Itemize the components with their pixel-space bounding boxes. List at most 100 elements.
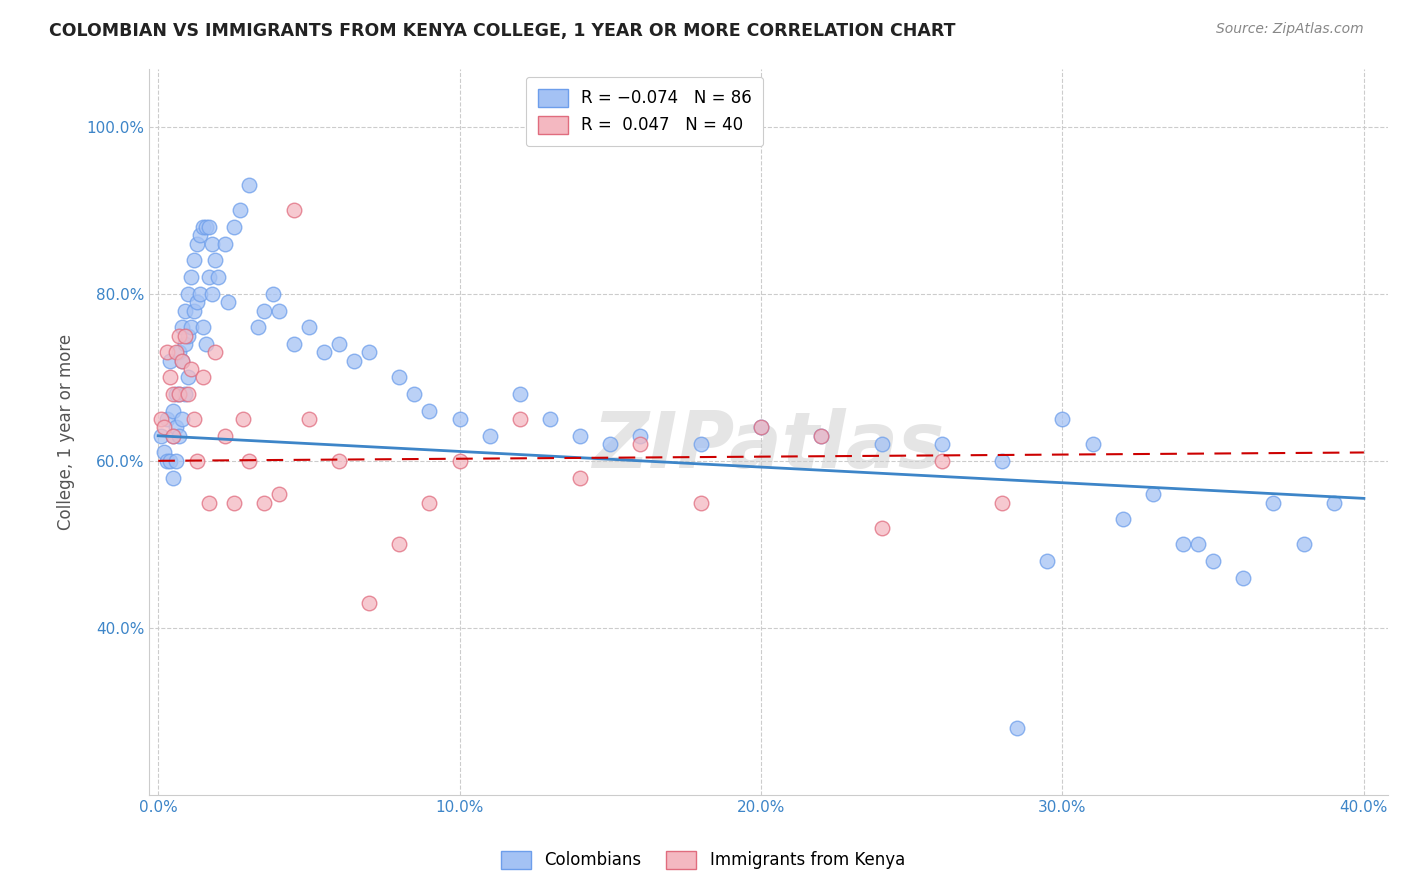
Point — [359, 345, 381, 359]
Point — [165, 387, 187, 401]
Point — [198, 220, 221, 235]
Point — [991, 454, 1014, 468]
Point — [262, 286, 284, 301]
Point — [159, 370, 181, 384]
Point — [180, 320, 202, 334]
Point — [253, 495, 276, 509]
Point — [569, 470, 592, 484]
Point — [1081, 437, 1104, 451]
Point — [169, 328, 191, 343]
Point — [156, 345, 179, 359]
Point — [298, 412, 321, 426]
Point — [186, 454, 208, 468]
Point — [183, 253, 205, 268]
Point — [449, 454, 471, 468]
Point — [388, 537, 411, 551]
Point — [198, 270, 221, 285]
Point — [172, 320, 194, 334]
Point — [207, 270, 229, 285]
Point — [165, 345, 187, 359]
Point — [509, 412, 531, 426]
Point — [169, 387, 191, 401]
Point — [180, 270, 202, 285]
Point — [174, 328, 197, 343]
Point — [538, 412, 561, 426]
Point — [267, 303, 290, 318]
Point — [222, 495, 245, 509]
Point — [169, 429, 191, 443]
Point — [449, 412, 471, 426]
Point — [195, 220, 218, 235]
Point — [177, 370, 200, 384]
Point — [214, 429, 236, 443]
Point — [1112, 512, 1135, 526]
Point — [222, 220, 245, 235]
Legend: Colombians, Immigrants from Kenya: Colombians, Immigrants from Kenya — [491, 840, 915, 880]
Point — [177, 286, 200, 301]
Point — [150, 412, 173, 426]
Point — [193, 370, 215, 384]
Point — [1292, 537, 1315, 551]
Point — [870, 437, 893, 451]
Point — [198, 495, 221, 509]
Point — [162, 403, 184, 417]
Point — [404, 387, 426, 401]
Point — [630, 437, 652, 451]
Point — [186, 236, 208, 251]
Point — [177, 328, 200, 343]
Text: ZIPatlas: ZIPatlas — [592, 409, 945, 484]
Point — [201, 236, 224, 251]
Point — [810, 429, 832, 443]
Point — [195, 337, 218, 351]
Point — [870, 520, 893, 534]
Point — [159, 454, 181, 468]
Point — [172, 353, 194, 368]
Point — [599, 437, 621, 451]
Point — [153, 445, 176, 459]
Point — [165, 454, 187, 468]
Point — [183, 412, 205, 426]
Point — [749, 420, 772, 434]
Point — [238, 178, 260, 193]
Point — [201, 286, 224, 301]
Point — [228, 203, 250, 218]
Point — [312, 345, 335, 359]
Point — [1187, 537, 1209, 551]
Point — [283, 337, 305, 351]
Point — [328, 454, 350, 468]
Text: Source: ZipAtlas.com: Source: ZipAtlas.com — [1216, 22, 1364, 37]
Point — [156, 454, 179, 468]
Text: COLOMBIAN VS IMMIGRANTS FROM KENYA COLLEGE, 1 YEAR OR MORE CORRELATION CHART: COLOMBIAN VS IMMIGRANTS FROM KENYA COLLE… — [49, 22, 956, 40]
Point — [509, 387, 531, 401]
Point — [180, 362, 202, 376]
Point — [174, 387, 197, 401]
Point — [174, 303, 197, 318]
Point — [749, 420, 772, 434]
Point — [183, 303, 205, 318]
Point — [1232, 571, 1254, 585]
Point — [689, 495, 711, 509]
Point — [186, 295, 208, 310]
Point — [283, 203, 305, 218]
Point — [217, 295, 239, 310]
Point — [162, 387, 184, 401]
Point — [991, 495, 1014, 509]
Point — [1263, 495, 1285, 509]
Point — [190, 228, 212, 243]
Point — [193, 220, 215, 235]
Point — [630, 429, 652, 443]
Point — [478, 429, 501, 443]
Point — [1323, 495, 1346, 509]
Point — [418, 495, 440, 509]
Point — [232, 412, 254, 426]
Point — [204, 253, 226, 268]
Point — [214, 236, 236, 251]
Point — [1142, 487, 1164, 501]
Point — [193, 320, 215, 334]
Point — [190, 286, 212, 301]
Point — [253, 303, 276, 318]
Point — [153, 420, 176, 434]
Point — [1007, 721, 1029, 735]
Point — [172, 353, 194, 368]
Point — [931, 454, 953, 468]
